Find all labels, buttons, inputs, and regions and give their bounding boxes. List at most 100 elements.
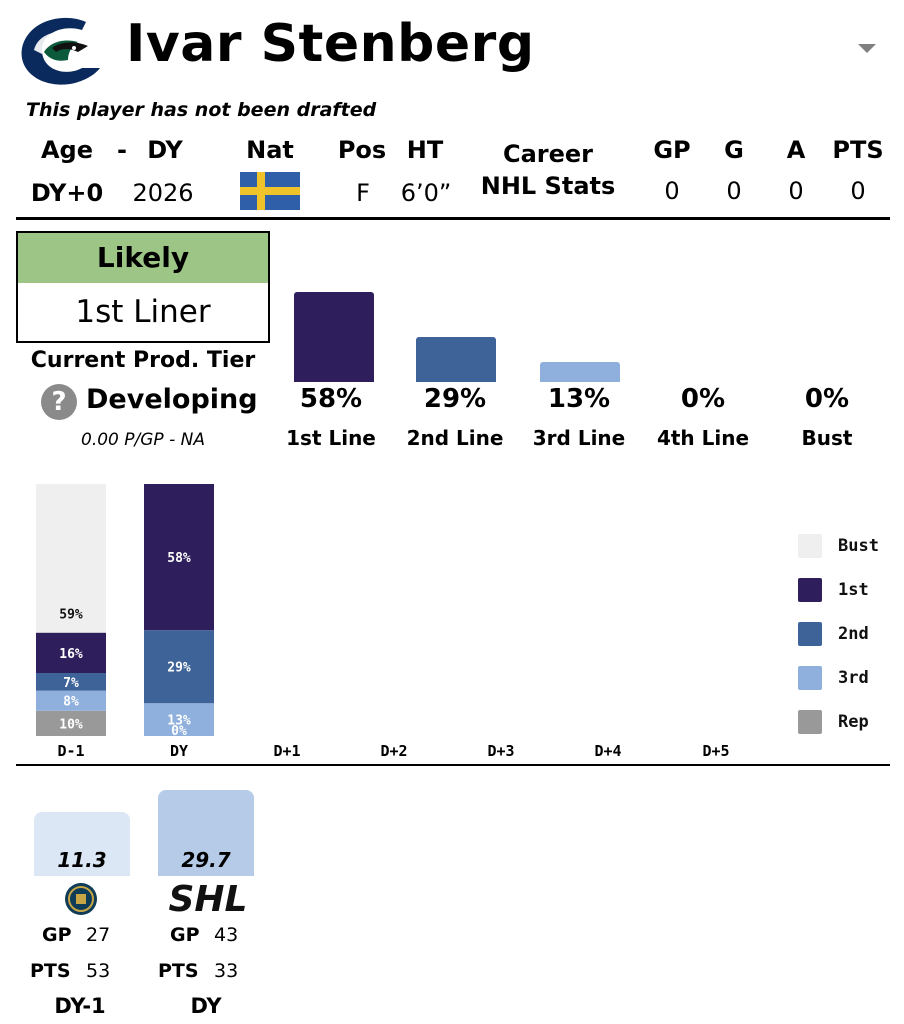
career-pts-value: 0: [850, 177, 866, 205]
likely-value: 1st Liner: [75, 294, 211, 330]
projection-pct-4th-line: 0%: [680, 384, 726, 414]
legend-label-2nd: 2nd: [838, 624, 869, 644]
season-label-dy: DY: [190, 994, 222, 1018]
stack-label-d-1-1st: 16%: [59, 647, 83, 662]
projection-pct-2nd-line: 29%: [423, 384, 487, 414]
header-divider: [16, 217, 890, 220]
career-label-line1: Career: [502, 140, 594, 168]
draft-year-value: 2026: [132, 179, 194, 207]
nat-label: Nat: [246, 136, 294, 164]
category-label-d+5: D+5: [702, 742, 729, 760]
career-a-label: A: [786, 136, 806, 164]
category-label-d+2: D+2: [380, 742, 407, 760]
projection-bar-3rd-line: [540, 361, 620, 382]
pts-label-dy-1: PTS: [30, 960, 71, 982]
projection-label-bust: Bust: [801, 426, 853, 450]
age-label: Age: [40, 136, 94, 164]
projection-label-1st-line: 1st Line: [286, 426, 376, 450]
stack-label-dy-rep: 0%: [171, 724, 187, 739]
projection-pct-bust: 0%: [804, 384, 850, 414]
stack-seg-d-1-bust: [36, 484, 106, 633]
category-label-d+3: D+3: [487, 742, 514, 760]
career-g-label: G: [724, 136, 744, 164]
age-dy-separator: -: [117, 136, 127, 164]
league-history: 11.3 29.7 SHL GP 27 PTS 53 DY-1 GP 43 PT…: [0, 770, 904, 1024]
player-name: Ivar Stenberg: [126, 14, 535, 74]
projection-label-3rd-line: 3rd Line: [532, 426, 626, 450]
category-label-dy: DY: [170, 742, 188, 760]
stack-seg-dy-3rd: [144, 703, 214, 736]
projection-label-2nd-line: 2nd Line: [406, 426, 504, 450]
production-tier-label: Current Prod. Tier: [30, 348, 256, 373]
dy-label: DY: [147, 136, 183, 164]
legend-label-3rd: 3rd: [838, 668, 869, 688]
position-value: F: [356, 179, 370, 207]
shl-logo: SHL: [154, 878, 262, 920]
career-label-line2: NHL Stats: [480, 172, 616, 200]
season-label-dy-1: DY-1: [54, 994, 106, 1018]
projection-bar-1st-line: [294, 292, 374, 382]
legend-label-bust: Bust: [838, 536, 879, 556]
pts-value-dy: 33: [214, 960, 239, 982]
legend-swatch-1st: [798, 578, 822, 602]
gp-label-dy: GP: [170, 924, 200, 946]
gp-value-dy: 43: [214, 924, 239, 946]
draft-status-note: This player has not been drafted: [26, 99, 377, 121]
stack-seg-dy-1st: [144, 484, 214, 631]
stack-seg-d-1-3rd: [36, 690, 106, 711]
legend-swatch-3rd: [798, 666, 822, 690]
legend-swatch-rep: [798, 710, 822, 734]
stack-label-dy-2nd: 29%: [167, 661, 191, 676]
stack-seg-dy-2nd: [144, 630, 214, 704]
league-logo-icon: [64, 882, 98, 916]
career-gp-label: GP: [653, 136, 691, 164]
stack-label-dy-1st: 58%: [167, 551, 191, 566]
league-bar-dy: [158, 790, 254, 876]
projection-chart: 58% 29% 13% 0% 0% 1st Line 2nd Line 3rd …: [0, 0, 904, 460]
points-per-game: 0.00 P/GP - NA: [81, 430, 205, 450]
stack-seg-d-1-rep: [36, 710, 106, 736]
pts-label-dy: PTS: [158, 960, 199, 982]
likely-heading: Likely: [18, 233, 268, 283]
category-label-d+1: D+1: [273, 742, 300, 760]
gp-value-dy-1: 27: [86, 924, 111, 946]
likely-outcome-box: Likely 1st Liner: [16, 231, 270, 343]
chevron-down-icon[interactable]: [858, 44, 876, 53]
legend-swatch-bust: [798, 534, 822, 558]
category-label-d-1: D-1: [57, 742, 84, 760]
pts-value-dy-1: 53: [86, 960, 111, 982]
stack-label-d-1-2nd: 7%: [63, 676, 79, 691]
league-value-dy: 29.7: [181, 848, 231, 872]
category-label-d+4: D+4: [594, 742, 621, 760]
pos-label: Pos: [337, 136, 387, 164]
career-g-value: 0: [726, 177, 742, 205]
production-tier-value: Developing: [86, 384, 258, 415]
projection-pct-1st-line: 58%: [299, 384, 363, 414]
height-value: 6’0”: [400, 179, 452, 207]
league-value-dy-1: 11.3: [57, 848, 107, 872]
stack-label-d-1-3rd: 8%: [63, 695, 79, 710]
stack-label-d-1-bust: 59%: [59, 608, 83, 623]
age-value: DY+0: [30, 179, 104, 207]
stack-seg-d-1-2nd: [36, 673, 106, 691]
legend-label-rep: Rep: [838, 712, 869, 732]
league-bar-dy-1: [34, 812, 130, 876]
career-pts-label: PTS: [832, 136, 884, 164]
career-gp-value: 0: [664, 177, 680, 205]
stack-label-d-1-rep: 10%: [59, 717, 83, 732]
career-a-value: 0: [788, 177, 804, 205]
svg-text:SHL: SHL: [169, 879, 248, 918]
projection-bar-2nd-line: [416, 337, 496, 382]
outcome-stacked-chart: 10%8%7%16%59%0%13%29%58%0% D-1DYD+1D+2D+…: [36, 484, 879, 760]
team-logo: [16, 12, 102, 88]
stack-label-dy-3rd: 13%: [167, 714, 191, 729]
ht-label: HT: [406, 136, 444, 164]
stack-seg-d-1-1st: [36, 632, 106, 673]
legend-swatch-2nd: [798, 622, 822, 646]
help-icon[interactable]: ?: [41, 384, 77, 420]
sweden-flag-icon: [240, 172, 300, 210]
legend-label-1st: 1st: [838, 580, 869, 600]
projection-label-4th-line: 4th Line: [656, 426, 750, 450]
projection-pct-3rd-line: 13%: [547, 384, 611, 414]
chart-divider: [16, 764, 890, 766]
